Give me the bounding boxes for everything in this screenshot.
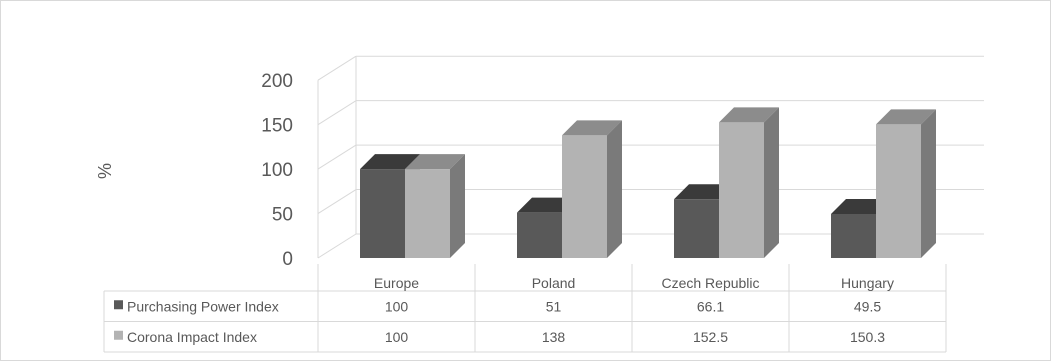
gridline-diagonal: [317, 55, 357, 81]
bar-top: [719, 107, 779, 123]
bar-top: [360, 154, 420, 170]
bar-side: [450, 154, 465, 258]
y-tick-label: 150: [261, 116, 293, 137]
data-label: 150.3: [850, 329, 885, 345]
bar-front: [719, 122, 764, 259]
data-table: Europe Poland Czech Republic Hungary Purchas…: [103, 264, 947, 353]
bar: [876, 109, 936, 258]
y-axis-tick-labels: 0 50 100 150 200: [261, 71, 293, 270]
bar: [405, 154, 465, 258]
legend-key: [114, 330, 123, 340]
bar-side: [764, 107, 779, 259]
bar: [719, 107, 779, 259]
x-tick-label: Poland: [532, 275, 576, 291]
x-tick-label: Europe: [374, 275, 419, 291]
bar-top: [562, 120, 622, 136]
data-label: 66.1: [697, 298, 724, 314]
data-label: 152.5: [693, 329, 728, 345]
bar-front: [674, 199, 719, 258]
legend-key: [114, 300, 123, 310]
legend-entry: Corona Impact Index: [127, 329, 257, 345]
bar: [562, 120, 622, 259]
gridline-diagonal: [317, 144, 357, 170]
data-label: 138: [542, 329, 566, 345]
legend-entry: Purchasing Power Index: [127, 298, 279, 314]
gridline-diagonal: [317, 233, 357, 259]
bar-front: [831, 213, 876, 258]
data-label: 100: [385, 298, 409, 314]
gridline-diagonal: [317, 189, 357, 214]
y-tick-label: 0: [282, 249, 293, 270]
bar-top: [876, 109, 936, 125]
y-axis-label: %: [95, 163, 115, 179]
bar-top: [405, 154, 465, 170]
x-tick-label: Hungary: [841, 275, 894, 291]
bars: [360, 107, 936, 259]
x-tick-label: Czech Republic: [661, 275, 759, 291]
bar-side: [607, 120, 622, 259]
bar-front: [876, 124, 921, 258]
data-label: 100: [385, 329, 409, 345]
bar-side: [921, 109, 936, 258]
y-tick-label: 100: [261, 160, 293, 181]
bar-front: [405, 169, 450, 258]
data-label: 51: [546, 298, 562, 314]
y-tick-label: 50: [272, 205, 293, 226]
bar-front: [517, 212, 562, 258]
bar-front: [360, 169, 405, 258]
data-label: 49.5: [854, 298, 881, 314]
chart-walls: [317, 56, 357, 258]
gridline-diagonal: [317, 100, 357, 126]
y-tick-label: 200: [261, 71, 293, 92]
bar-front: [562, 135, 607, 258]
